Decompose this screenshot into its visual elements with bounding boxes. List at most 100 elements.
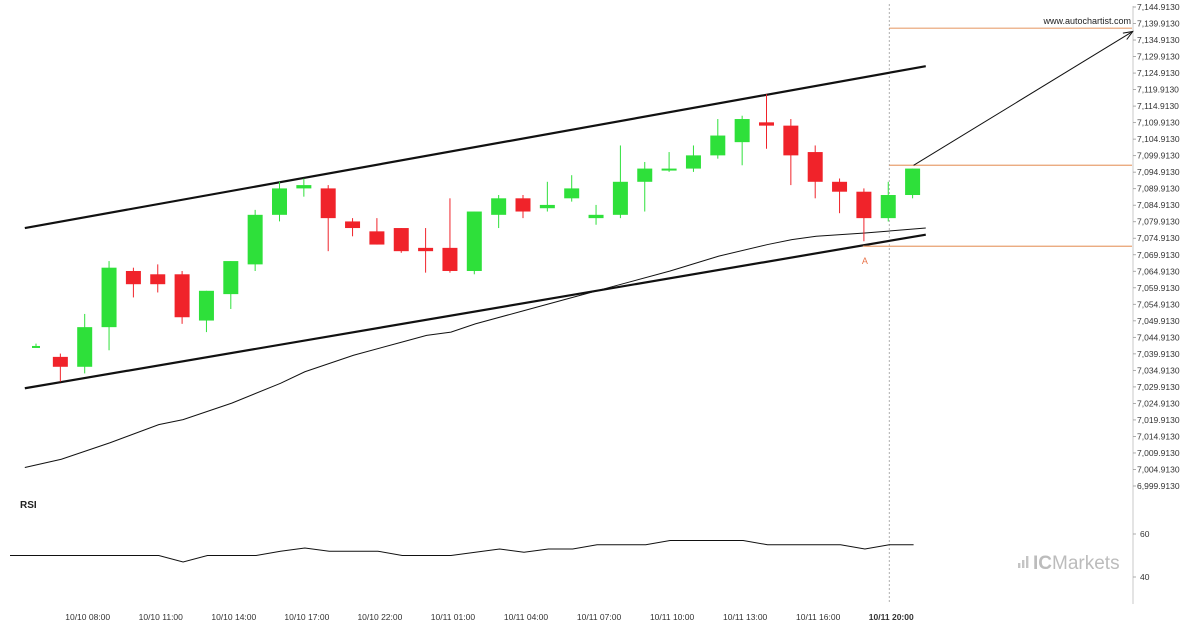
candle-body xyxy=(393,228,409,252)
y-tick-label: 7,119.9130 xyxy=(1137,85,1179,95)
y-tick-label: 7,039.9130 xyxy=(1137,349,1180,359)
x-tick-label: 10/11 16:00 xyxy=(796,612,841,622)
candle-body xyxy=(223,261,239,295)
logo-bar-2 xyxy=(1022,560,1025,568)
candle-body xyxy=(442,247,458,271)
y-tick-label: 7,104.9130 xyxy=(1137,134,1180,144)
candle-body xyxy=(52,356,68,367)
y-tick-label: 7,114.9130 xyxy=(1137,101,1179,111)
y-tick-label: 7,139.9130 xyxy=(1137,19,1180,29)
rsi-tick-label: 40 xyxy=(1140,572,1150,582)
y-tick-label: 7,079.9130 xyxy=(1137,217,1180,227)
candle-body xyxy=(296,185,312,189)
candle-body xyxy=(734,119,750,143)
y-tick-label: 7,004.9130 xyxy=(1137,464,1180,474)
brand-prefix: IC xyxy=(1033,553,1052,574)
channel-upper-line xyxy=(24,65,926,230)
brand-logo: ICMarkets xyxy=(1018,553,1120,574)
candle-body xyxy=(272,188,287,215)
y-tick-label: 6,999.9130 xyxy=(1137,481,1180,491)
candle-body xyxy=(515,198,531,212)
y-tick-label: 7,099.9130 xyxy=(1137,151,1180,161)
candle-body xyxy=(905,168,921,196)
y-tick-label: 7,044.9130 xyxy=(1137,332,1180,342)
candle-body xyxy=(612,181,628,215)
candle-body xyxy=(832,181,848,192)
moving-average xyxy=(24,227,926,469)
candle-body xyxy=(174,274,190,318)
candle-body xyxy=(125,270,141,285)
pattern-marker-label: A xyxy=(862,256,868,266)
x-tick-label: 10/10 14:00 xyxy=(211,612,256,622)
price-channel xyxy=(24,65,926,390)
candle-body xyxy=(101,267,117,328)
y-tick-label: 7,074.9130 xyxy=(1137,233,1180,243)
y-tick-label: 7,049.9130 xyxy=(1137,316,1180,326)
y-tick-label: 7,009.9130 xyxy=(1137,448,1180,458)
brand-text: ICMarkets xyxy=(1033,553,1120,574)
candle-body xyxy=(491,198,507,215)
y-tick-label: 7,084.9130 xyxy=(1137,200,1180,210)
candle-body xyxy=(77,327,93,367)
y-tick-label: 7,144.9130 xyxy=(1137,2,1180,12)
y-tick-label: 7,029.9130 xyxy=(1137,382,1180,392)
y-tick-label: 7,129.9130 xyxy=(1137,52,1180,62)
candle-body xyxy=(198,290,214,321)
candle-body xyxy=(637,168,653,182)
x-tick-label: 10/11 20:00 xyxy=(869,612,914,622)
watermark: www.autochartist.com xyxy=(1042,16,1131,26)
y-tick-label: 7,124.9130 xyxy=(1137,68,1180,78)
candle-body xyxy=(345,221,361,229)
rsi-panel: RSI 60 40 xyxy=(10,500,1150,582)
candle-body xyxy=(759,122,774,126)
logo-bar-1 xyxy=(1018,563,1021,568)
candle-body xyxy=(783,125,799,156)
time-axis: 10/10 08:00 10/10 11:00 10/10 14:00 10/10 1… xyxy=(65,612,914,622)
level-lines: A xyxy=(862,27,1132,266)
channel-lower-line xyxy=(24,233,926,390)
rsi-label: RSI xyxy=(20,500,37,511)
x-tick-label: 10/11 01:00 xyxy=(431,612,476,622)
y-tick-label: 7,089.9130 xyxy=(1137,184,1180,194)
candle-body xyxy=(466,211,482,271)
candle-body xyxy=(807,152,823,182)
plot-area xyxy=(888,4,1134,604)
y-tick-label: 7,109.9130 xyxy=(1137,118,1180,128)
forecast-arrow-line xyxy=(913,31,1134,166)
forecast-arrow-head xyxy=(1122,30,1134,40)
candlesticks xyxy=(32,94,921,382)
forecast-arrow xyxy=(913,30,1134,166)
candle-body xyxy=(320,188,336,219)
y-tick-label: 7,134.9130 xyxy=(1137,35,1180,45)
y-tick-label: 7,024.9130 xyxy=(1137,398,1180,408)
x-tick-label: 10/11 07:00 xyxy=(577,612,622,622)
y-tick-label: 7,059.9130 xyxy=(1137,283,1180,293)
candle-body xyxy=(710,135,726,156)
candle-body xyxy=(856,191,872,219)
y-tick-label: 7,014.9130 xyxy=(1137,431,1180,441)
rsi-line xyxy=(10,539,914,563)
candle-body xyxy=(880,195,896,219)
rsi-tick-label: 60 xyxy=(1140,529,1150,539)
candle-body xyxy=(661,168,677,171)
brand-suffix: Markets xyxy=(1052,553,1120,574)
x-tick-label: 10/11 04:00 xyxy=(504,612,549,622)
logo-bar-3 xyxy=(1026,556,1029,568)
candle-body xyxy=(564,188,580,199)
candle-body xyxy=(150,274,166,285)
y-tick-label: 7,094.9130 xyxy=(1137,167,1180,177)
candle-body xyxy=(588,214,604,219)
x-tick-label: 10/10 08:00 xyxy=(65,612,110,622)
candle-body xyxy=(369,231,385,245)
price-axis: 7,144.9130 7,139.9130 7,134.9130 7,129.9130… xyxy=(1133,2,1180,491)
candle-body xyxy=(539,204,555,209)
y-tick-label: 7,064.9130 xyxy=(1137,266,1180,276)
candle-body xyxy=(685,155,701,169)
x-tick-label: 10/10 11:00 xyxy=(139,612,184,622)
candle-body xyxy=(32,345,40,348)
x-tick-label: 10/11 10:00 xyxy=(650,612,695,622)
candle-body xyxy=(418,247,434,252)
candle-body xyxy=(247,214,263,265)
y-tick-label: 7,019.9130 xyxy=(1137,415,1180,425)
